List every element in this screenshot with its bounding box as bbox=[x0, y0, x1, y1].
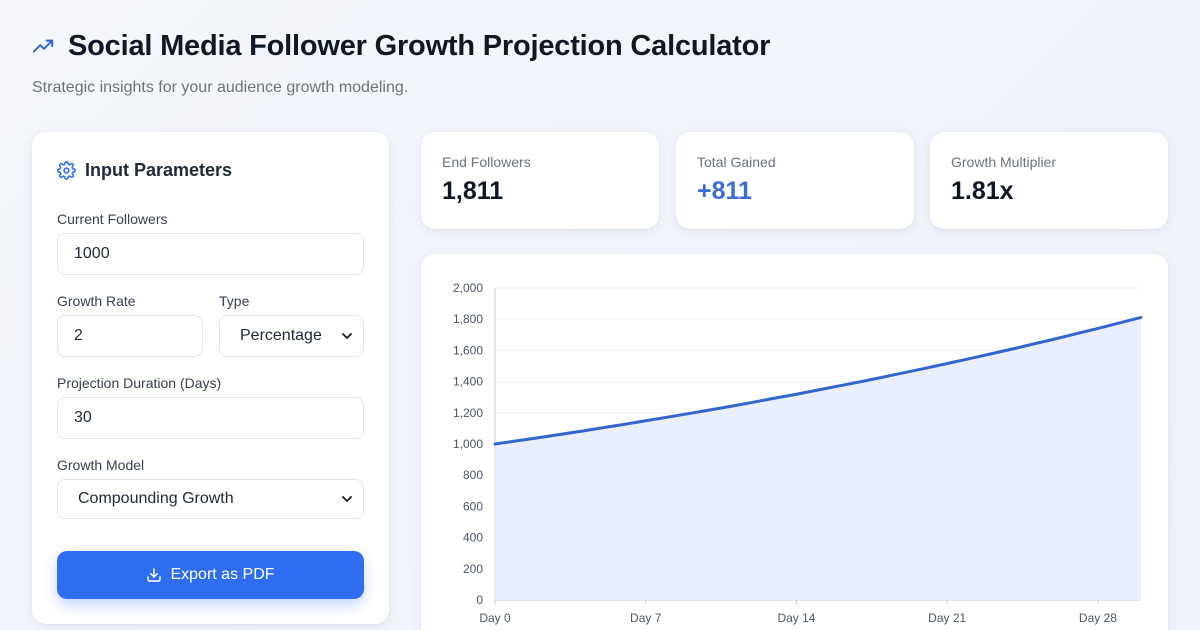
y-tick-label: 800 bbox=[463, 468, 483, 482]
gear-icon bbox=[57, 161, 76, 180]
y-tick-label: 1,800 bbox=[453, 312, 483, 326]
duration-input[interactable]: 30 bbox=[57, 397, 364, 439]
growth-model-label: Growth Model bbox=[57, 457, 145, 473]
y-tick-label: 400 bbox=[463, 531, 483, 545]
duration-label: Projection Duration (Days) bbox=[57, 375, 222, 391]
panel-header: Input Parameters bbox=[57, 160, 232, 181]
x-tick-label: Day 28 bbox=[1079, 611, 1117, 625]
y-tick-label: 0 bbox=[476, 593, 483, 607]
projection-chart-card: 0 200 400 600 800 1,000 1,200 1,400 1,600 1,800 2,… bbox=[421, 254, 1168, 630]
series-area bbox=[495, 317, 1141, 600]
y-tick-label: 200 bbox=[463, 562, 483, 576]
trending-up-icon bbox=[32, 36, 54, 58]
growth-rate-label: Growth Rate bbox=[57, 293, 136, 309]
growth-multiplier-card: Growth Multiplier 1.81x bbox=[930, 132, 1168, 229]
y-tick-label: 1,400 bbox=[453, 375, 483, 389]
growth-model-select[interactable]: Compounding Growth bbox=[57, 479, 364, 519]
current-followers-input[interactable]: 1000 bbox=[57, 233, 364, 275]
y-tick-label: 1,000 bbox=[453, 437, 483, 451]
input-parameters-panel: Input Parameters Current Followers 1000 … bbox=[32, 132, 389, 624]
duration-value: 30 bbox=[74, 409, 92, 426]
x-tick-label: Day 14 bbox=[777, 611, 815, 625]
x-tick-label: Day 7 bbox=[630, 611, 662, 625]
chevron-down-icon bbox=[341, 330, 353, 342]
growth-rate-value: 2 bbox=[74, 327, 83, 344]
panel-title: Input Parameters bbox=[85, 160, 233, 180]
growth-multiplier-value: 1.81x bbox=[951, 177, 1014, 205]
projection-chart: 0 200 400 600 800 1,000 1,200 1,400 1,600 1,800 2,… bbox=[453, 281, 1143, 625]
current-followers-value: 1000 bbox=[74, 245, 110, 262]
page-header: Social Media Follower Growth Projection … bbox=[32, 30, 770, 97]
growth-model-value: Compounding Growth bbox=[78, 490, 234, 507]
current-followers-label: Current Followers bbox=[57, 211, 168, 227]
total-gained-value: +811 bbox=[697, 177, 752, 205]
y-tick-label: 2,000 bbox=[453, 281, 483, 295]
title-row: Social Media Follower Growth Projection … bbox=[32, 30, 770, 63]
end-followers-value: 1,811 bbox=[442, 177, 504, 205]
type-select[interactable]: Percentage bbox=[219, 315, 364, 357]
chevron-down-icon bbox=[341, 493, 353, 505]
end-followers-label: End Followers bbox=[442, 154, 531, 170]
total-gained-card: Total Gained +811 bbox=[676, 132, 914, 229]
page-title: Social Media Follower Growth Projection … bbox=[68, 30, 771, 62]
y-tick-label: 600 bbox=[463, 499, 483, 513]
growth-rate-input[interactable]: 2 bbox=[57, 315, 203, 357]
y-tick-label: 1,600 bbox=[453, 343, 483, 357]
x-tick-label: Day 0 bbox=[479, 611, 511, 625]
type-label: Type bbox=[219, 293, 250, 309]
total-gained-label: Total Gained bbox=[697, 154, 776, 170]
end-followers-card: End Followers 1,811 bbox=[421, 132, 659, 229]
export-pdf-button[interactable]: Export as PDF bbox=[57, 551, 364, 599]
page-subtitle: Strategic insights for your audience gro… bbox=[32, 79, 409, 96]
download-icon bbox=[146, 567, 162, 583]
growth-multiplier-label: Growth Multiplier bbox=[951, 154, 1057, 170]
x-tick-label: Day 21 bbox=[928, 611, 966, 625]
type-select-value: Percentage bbox=[240, 327, 322, 344]
export-pdf-label: Export as PDF bbox=[170, 566, 275, 583]
y-tick-label: 1,200 bbox=[453, 406, 483, 420]
